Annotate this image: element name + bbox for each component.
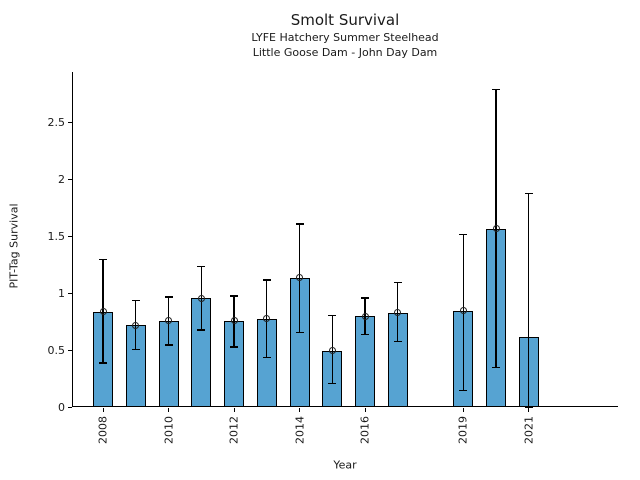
x-tick-2010 — [168, 408, 169, 412]
error-bar-cap-low-2008 — [99, 362, 107, 364]
x-tick-label-2021: 2021 — [522, 416, 536, 444]
x-tick-2012 — [233, 408, 235, 412]
y-tick-label-1: 1 — [58, 286, 65, 300]
error-bar-cap-low-2013 — [262, 356, 271, 359]
plot-area — [72, 72, 618, 407]
x-tick-2019 — [462, 408, 464, 412]
point-marker-2008 — [99, 308, 107, 316]
point-marker-2015 — [328, 347, 336, 355]
error-bar-cap-low-2010 — [164, 344, 173, 346]
chart-title: Smolt Survival — [290, 11, 400, 29]
error-bar-cap-high-2013 — [262, 279, 271, 281]
y-tick-label-2.5: 2.5 — [47, 115, 66, 129]
x-tick-label-2014: 2014 — [293, 416, 306, 444]
x-tick-label-2010: 2010 — [162, 416, 175, 444]
x-tick-label-2012: 2012 — [227, 416, 241, 444]
point-marker-2011 — [197, 294, 205, 302]
y-tick-0.5 — [68, 350, 72, 352]
error-bar-cap-high-2008 — [99, 258, 107, 261]
y-tick-2 — [68, 179, 72, 181]
error-bar-cap-high-2011 — [197, 265, 206, 267]
error-bar-cap-low-2009 — [131, 348, 140, 351]
error-bar-cap-low-2014 — [295, 331, 304, 334]
x-tick-2016 — [364, 408, 366, 412]
error-bar-cap-high-2021 — [524, 192, 533, 195]
point-marker-2012 — [230, 317, 238, 325]
y-tick-label-0.5: 0.5 — [47, 343, 66, 357]
error-bar-cap-low-2016 — [361, 333, 369, 336]
error-bar-cap-low-2012 — [230, 346, 238, 348]
error-bar-cap-high-2019 — [459, 233, 468, 236]
error-bar-cap-high-2015 — [328, 314, 337, 316]
error-bar-cap-high-2016 — [361, 297, 369, 299]
point-marker-2017 — [394, 309, 402, 317]
error-bar-cap-low-2019 — [459, 389, 468, 392]
error-bar-cap-low-2011 — [197, 329, 206, 331]
chart-subtitle-line1: LYFE Hatchery Summer Steelhead — [251, 31, 439, 44]
x-tick-2014 — [299, 408, 300, 412]
error-bar-line-2021 — [528, 193, 530, 408]
x-tick-label-2019: 2019 — [456, 416, 470, 444]
error-bar-cap-high-2010 — [164, 296, 173, 298]
y-axis-label: PIT-Tag Survival — [7, 203, 21, 289]
x-axis-label: Year — [333, 458, 357, 472]
point-marker-2016 — [361, 312, 369, 320]
x-tick-2021 — [528, 408, 530, 412]
point-marker-2013 — [263, 315, 271, 323]
y-tick-2.5 — [68, 122, 72, 124]
x-tick-label-2016: 2016 — [358, 416, 372, 444]
error-bar-cap-high-2012 — [230, 295, 238, 297]
point-marker-2009 — [132, 321, 140, 329]
y-tick-1.5 — [68, 236, 72, 238]
error-bar-cap-low-2021 — [524, 406, 533, 409]
point-marker-2014 — [296, 274, 303, 282]
y-tick-0 — [68, 407, 72, 408]
error-bar-cap-low-2020 — [492, 366, 500, 369]
y-tick-label-1.5: 1.5 — [47, 229, 66, 243]
y-tick-label-0: 0 — [58, 400, 65, 414]
chart-subtitle-line2: Little Goose Dam - John Day Dam — [252, 46, 438, 59]
error-bar-cap-high-2017 — [393, 281, 402, 283]
error-bar-cap-low-2015 — [328, 382, 337, 385]
error-bar-cap-high-2020 — [492, 89, 500, 91]
error-bar-cap-low-2017 — [393, 340, 402, 343]
error-bar-cap-high-2014 — [295, 223, 304, 225]
y-tick-label-2: 2 — [58, 172, 65, 186]
x-tick-2008 — [102, 408, 104, 412]
point-marker-2010 — [165, 317, 172, 325]
y-tick-1 — [68, 293, 72, 295]
error-bar-cap-high-2009 — [131, 299, 140, 302]
x-tick-label-2008: 2008 — [96, 416, 110, 444]
point-marker-2020 — [492, 225, 500, 233]
point-marker-2019 — [459, 307, 467, 315]
